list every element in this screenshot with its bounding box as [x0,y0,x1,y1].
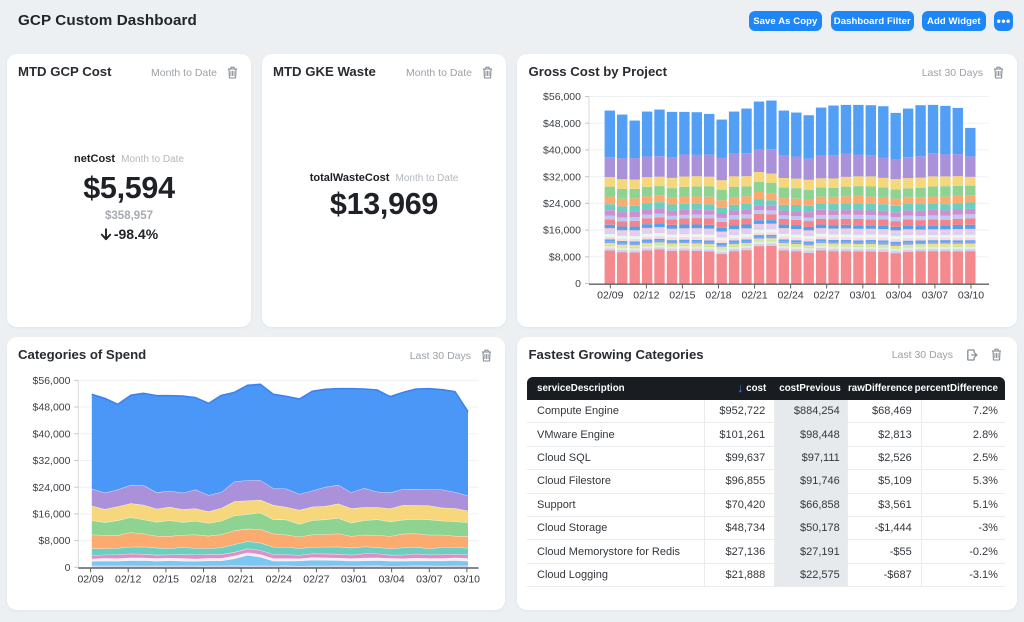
svg-text:03/10: 03/10 [454,573,480,585]
svg-text:$48,000: $48,000 [33,402,71,414]
svg-text:$40,000: $40,000 [543,145,581,157]
svg-text:$8,000: $8,000 [38,535,70,547]
svg-text:$16,000: $16,000 [543,225,581,237]
svg-text:02/09: 02/09 [77,573,103,585]
svg-text:02/15: 02/15 [153,573,179,585]
svg-text:$32,000: $32,000 [543,171,581,183]
svg-text:03/04: 03/04 [378,573,404,585]
svg-text:02/18: 02/18 [190,573,216,585]
svg-text:$8,000: $8,000 [549,251,581,263]
svg-text:03/07: 03/07 [922,290,948,302]
svg-text:0: 0 [575,278,581,290]
svg-text:02/24: 02/24 [777,290,803,302]
svg-text:02/12: 02/12 [633,290,659,302]
svg-text:$24,000: $24,000 [33,482,71,494]
svg-text:02/24: 02/24 [266,573,292,585]
svg-text:02/21: 02/21 [228,573,254,585]
svg-text:02/09: 02/09 [597,290,623,302]
svg-text:02/15: 02/15 [669,290,695,302]
svg-text:02/27: 02/27 [814,290,840,302]
svg-text:03/07: 03/07 [416,573,442,585]
svg-text:03/01: 03/01 [341,573,367,585]
svg-text:03/04: 03/04 [886,290,912,302]
svg-text:03/10: 03/10 [958,290,984,302]
svg-text:$56,000: $56,000 [543,91,581,103]
svg-text:02/27: 02/27 [303,573,329,585]
svg-text:02/12: 02/12 [115,573,141,585]
svg-text:0: 0 [65,562,71,574]
svg-text:$48,000: $48,000 [543,118,581,130]
svg-text:$16,000: $16,000 [33,509,71,521]
svg-text:$24,000: $24,000 [543,198,581,210]
svg-text:$32,000: $32,000 [33,455,71,467]
svg-text:03/01: 03/01 [850,290,876,302]
svg-text:02/18: 02/18 [705,290,731,302]
svg-text:$56,000: $56,000 [33,375,71,387]
svg-text:02/21: 02/21 [741,290,767,302]
svg-text:$40,000: $40,000 [33,428,71,440]
